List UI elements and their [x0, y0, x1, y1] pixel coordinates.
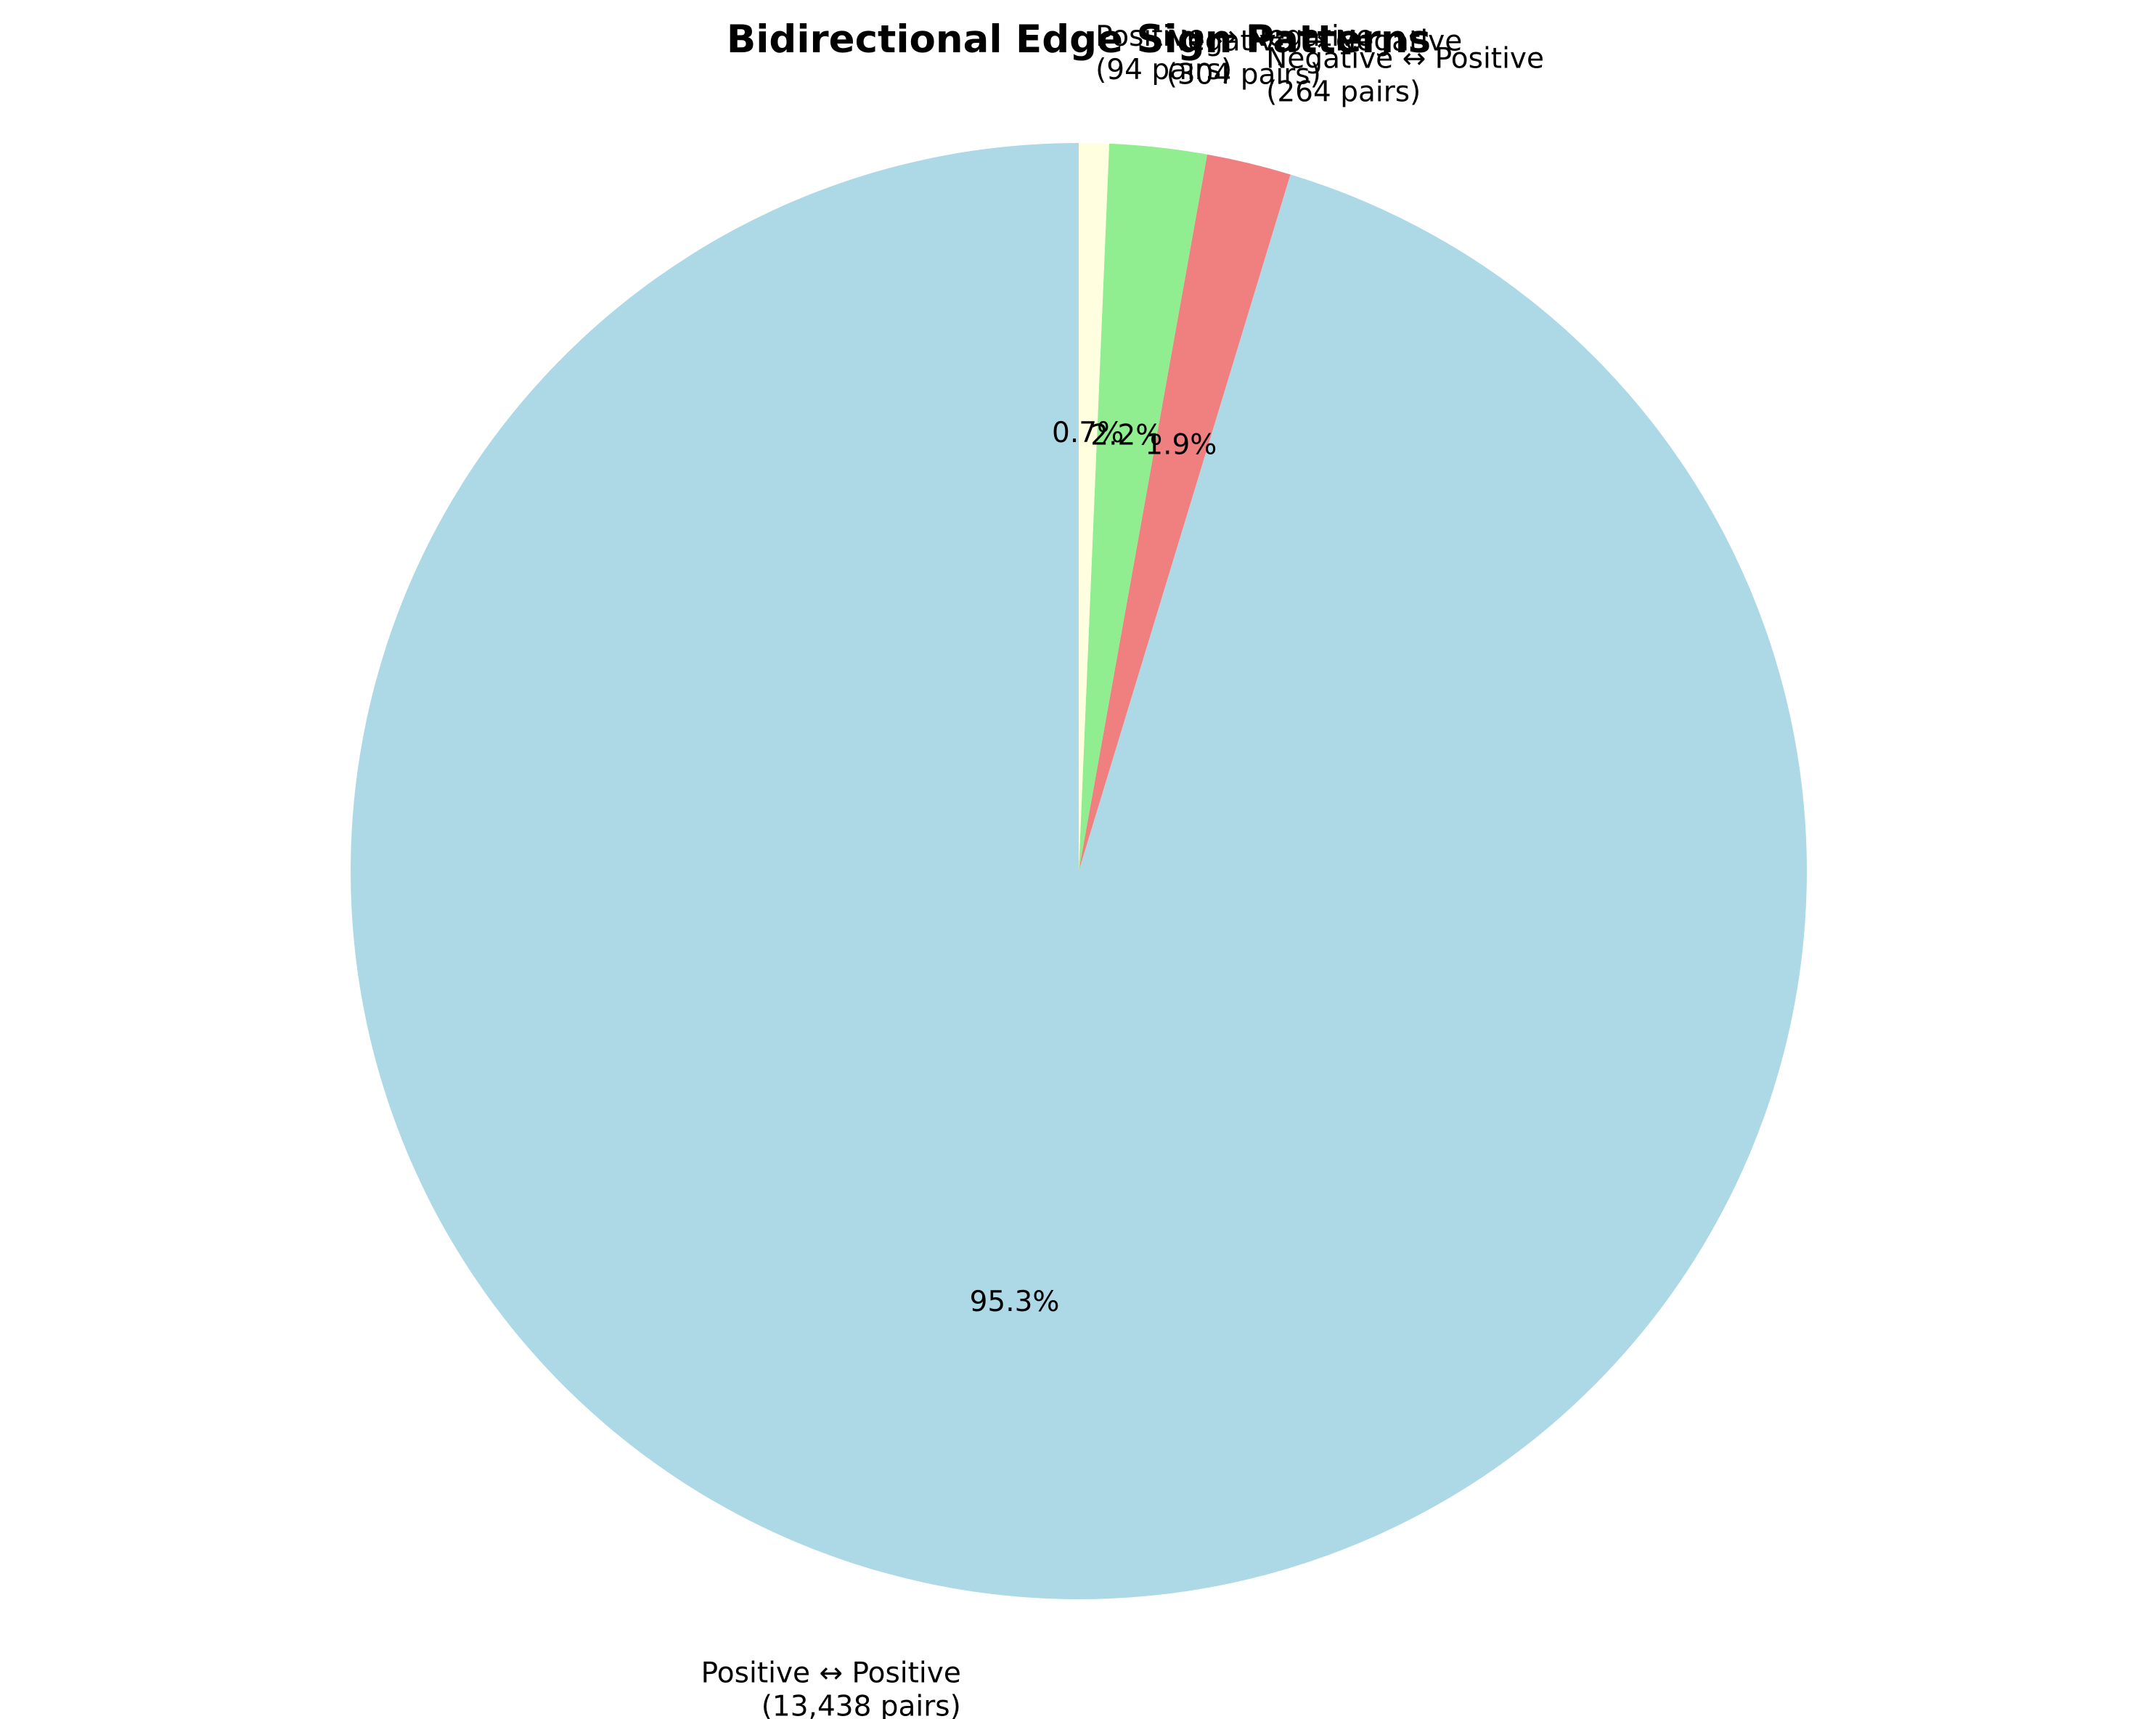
category-label-positive-negative: Positive ↔ Negative (94 pairs) — [1095, 20, 1373, 86]
pie-slices — [351, 143, 1808, 1600]
pie-slice-negative-negative — [1079, 143, 1207, 871]
pct-label-negative-positive: 1.9% — [1145, 428, 1217, 461]
pie-slice-negative-positive — [1079, 154, 1291, 872]
category-label-negative-positive: Negative ↔ Positive (264 pairs) — [1266, 42, 1544, 108]
pie-labels: 95.3% Positive ↔ Positive (13,438 pairs) 1.… — [701, 20, 1544, 1719]
pct-label-positive-negative: 0.7% — [1052, 417, 1124, 449]
chart-title: Bidirectional Edge Sign Patterns — [727, 17, 1431, 62]
pie-slice-positive-negative — [1079, 143, 1110, 871]
pie-slice-positive-positive — [351, 143, 1808, 1600]
pct-label-positive-positive: 95.3% — [970, 1286, 1060, 1318]
category-label-positive-positive: Positive ↔ Positive (13,438 pairs) — [701, 1657, 961, 1719]
pct-label-negative-negative: 2.2% — [1090, 419, 1162, 452]
category-label-negative-negative: Negative ↔ Negative (304 pairs) — [1167, 25, 1463, 91]
